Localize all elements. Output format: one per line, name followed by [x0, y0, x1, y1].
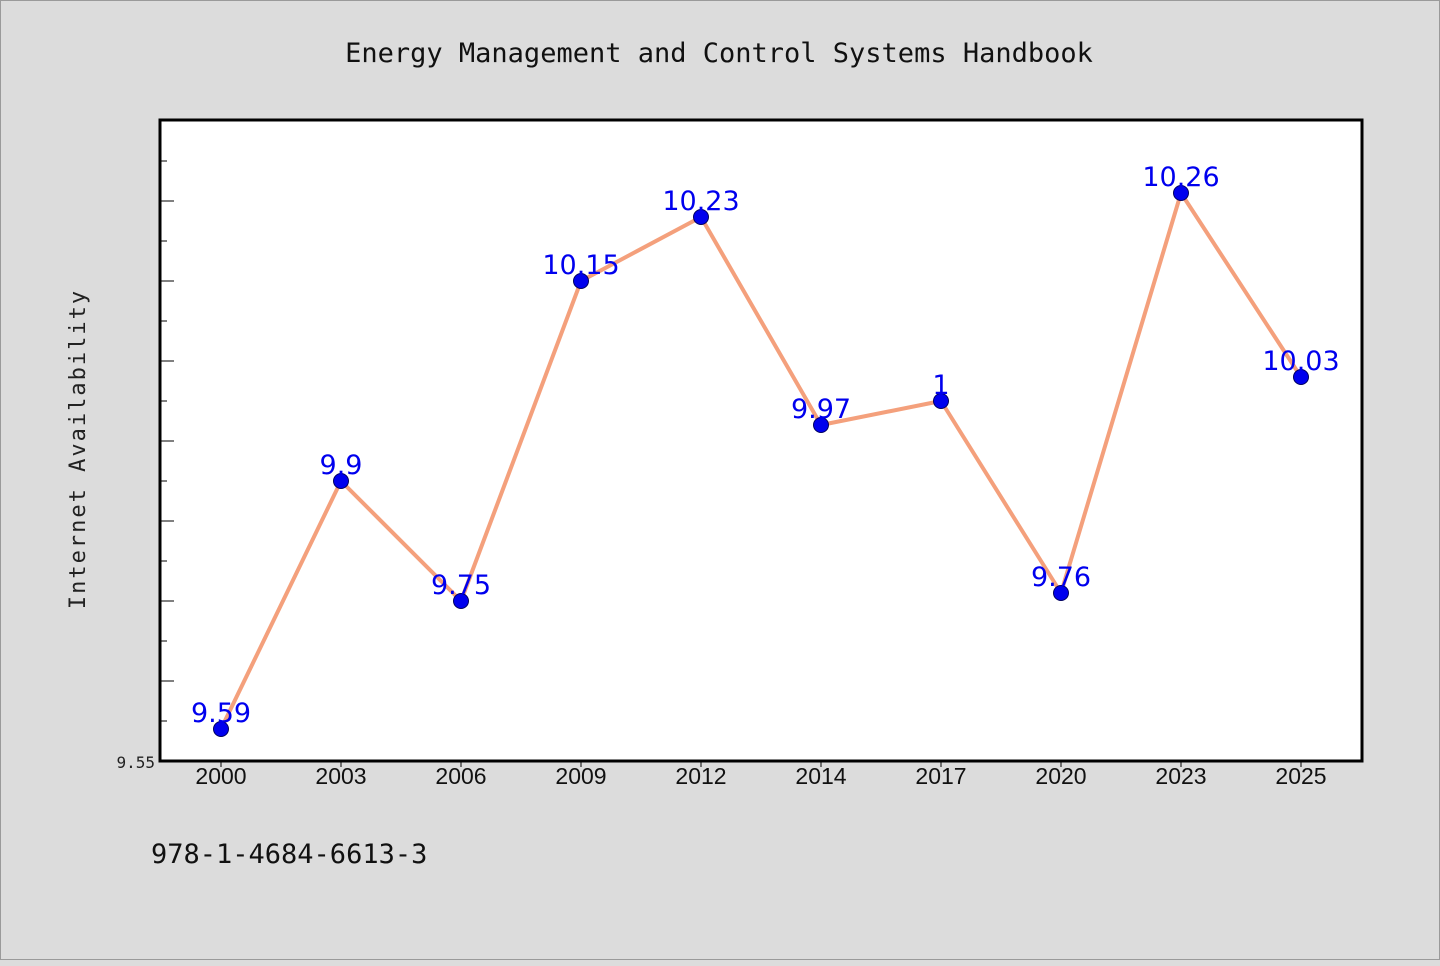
- data-label-2025: 10.03: [1262, 346, 1339, 377]
- isbn-footer: 978-1-4684-6613-3: [151, 839, 427, 870]
- x-tick-label: 2025: [1275, 763, 1326, 789]
- data-point-2003: [333, 473, 349, 489]
- x-tick-label: 2000: [195, 763, 246, 789]
- data-point-2014: [813, 417, 829, 433]
- x-tick-label: 2003: [315, 763, 366, 789]
- data-label-2017: 1: [932, 370, 949, 401]
- data-point-2025: [1293, 369, 1309, 385]
- data-point-2023: [1173, 185, 1189, 201]
- plot-area: [158, 118, 1364, 763]
- x-tick-label: 2014: [795, 763, 846, 789]
- data-point-2006: [453, 593, 469, 609]
- series-line-group: [219, 191, 1303, 730]
- y-axis-label: Internet Availability: [66, 289, 91, 609]
- data-label-2020: 9.76: [1031, 562, 1091, 593]
- data-labels: 9.59 9.9 9.75 10.15 10.23 9.97 1 9.76 10.26 10.03: [191, 162, 1340, 729]
- data-label-2014: 9.97: [791, 394, 851, 425]
- y-tick-label: 9.55: [116, 753, 155, 772]
- data-point-2020: [1053, 585, 1069, 601]
- x-axis-ticks: 2000 2003 2006 2009 2012 2014 2017 2020 2023 2025: [195, 761, 1327, 789]
- x-tick-label: 2017: [915, 763, 966, 789]
- data-label-2009: 10.15: [542, 250, 619, 281]
- data-label-2003: 9.9: [320, 450, 363, 481]
- data-point-2009: [573, 273, 589, 289]
- x-tick-label: 2012: [675, 763, 726, 789]
- x-tick-label: 2023: [1155, 763, 1206, 789]
- data-point-2000: [213, 721, 229, 737]
- chart-title: Energy Management and Control Systems Ha…: [345, 38, 1093, 69]
- data-label-2006: 9.75: [431, 570, 491, 601]
- data-label-2012: 10.23: [662, 186, 739, 217]
- data-label-2023: 10.26: [1142, 162, 1219, 193]
- y-axis-ticks: [160, 120, 174, 762]
- x-tick-label: 2009: [555, 763, 606, 789]
- x-tick-label: 2020: [1035, 763, 1086, 789]
- data-label-2000: 9.59: [191, 698, 251, 729]
- series-line: [219, 191, 1303, 730]
- data-markers: [213, 185, 1309, 737]
- data-point-2017: [933, 393, 949, 409]
- x-tick-label: 2006: [435, 763, 486, 789]
- data-point-2012: [693, 209, 709, 225]
